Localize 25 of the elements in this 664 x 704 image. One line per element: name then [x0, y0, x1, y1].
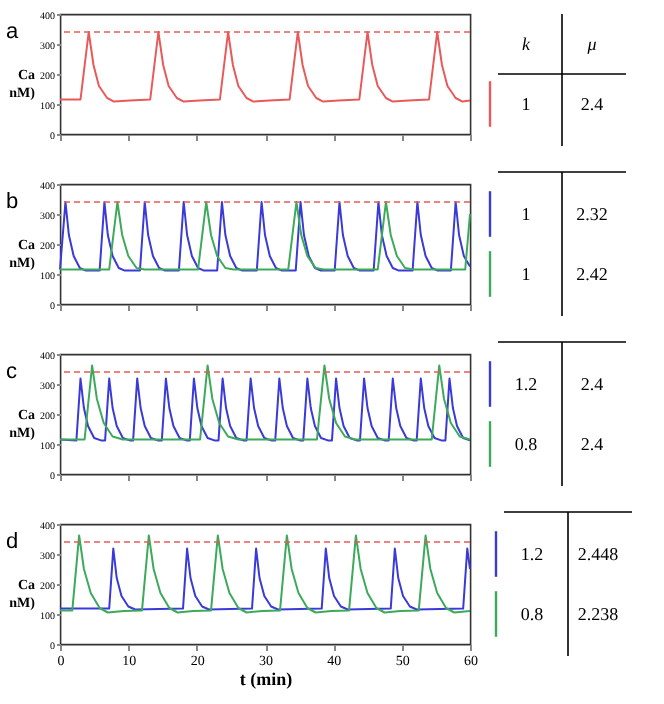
- text: 2.448: [577, 544, 620, 564]
- text: 2.238: [577, 604, 620, 624]
- text: 1: [521, 94, 531, 114]
- text: 2.4: [580, 434, 605, 454]
- chart-title: c: [6, 360, 18, 384]
- text: 2.4: [580, 374, 605, 394]
- chart-title: d: [6, 530, 19, 554]
- line-series: [59, 534, 471, 614]
- text: 1.2: [520, 544, 544, 564]
- chart-title: b: [6, 190, 19, 214]
- text: 0.8: [520, 604, 545, 624]
- text: 2.32: [576, 204, 608, 224]
- chart-title: a: [6, 20, 20, 44]
- text: 1: [521, 204, 531, 224]
- text: 1: [521, 264, 531, 284]
- text: μ: [585, 34, 598, 54]
- text: 2.4: [580, 94, 605, 114]
- text: k: [522, 34, 532, 54]
- line-series: [59, 547, 471, 611]
- text: 0.8: [514, 434, 539, 454]
- text: 2.42: [576, 264, 608, 284]
- x-axis-title: t (min): [239, 669, 293, 689]
- text: 1.2: [514, 374, 538, 394]
- line-series: [59, 31, 471, 103]
- line-series: [59, 364, 471, 441]
